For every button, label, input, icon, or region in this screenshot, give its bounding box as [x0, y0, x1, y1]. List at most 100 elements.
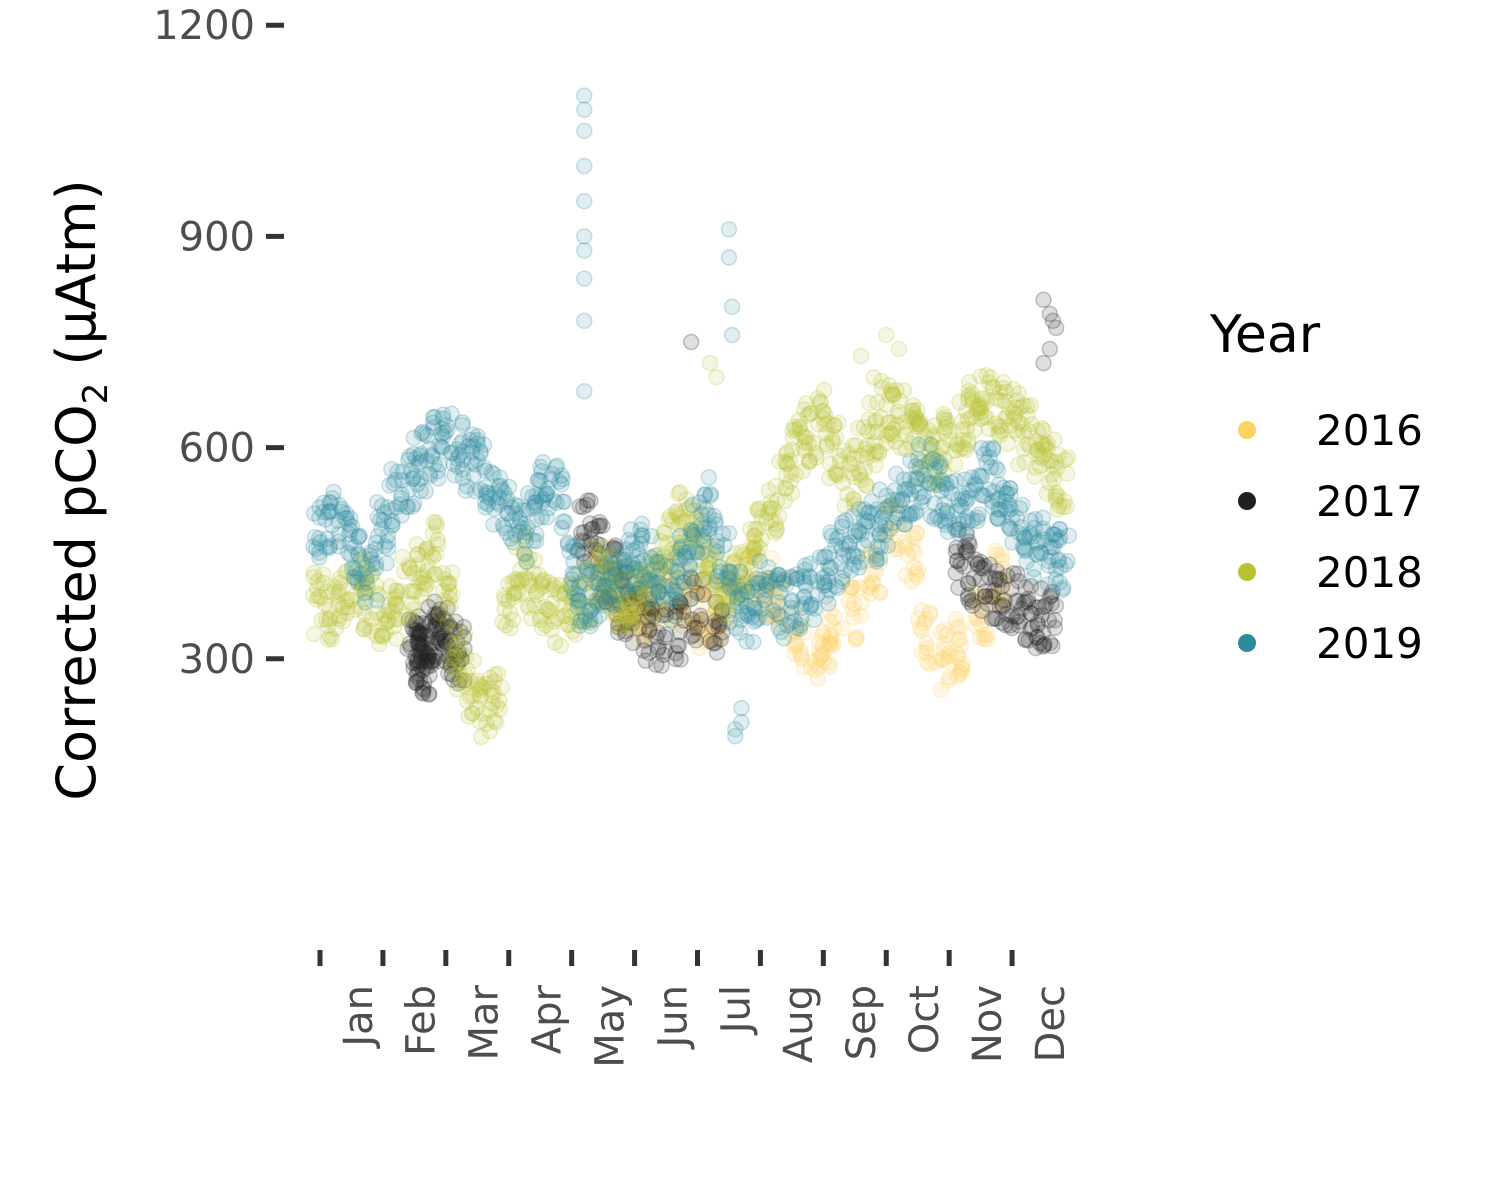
data-point: [533, 575, 550, 592]
data-point: [442, 619, 460, 637]
data-point: [627, 568, 645, 586]
data-point: [1023, 605, 1040, 622]
data-point: [445, 648, 462, 665]
data-point: [444, 634, 461, 652]
data-point: [379, 611, 396, 629]
data-point: [638, 590, 656, 607]
data-point: [404, 498, 421, 515]
data-point: [409, 634, 426, 651]
data-point: [675, 577, 693, 595]
data-point: [688, 587, 706, 604]
data-point: [792, 646, 809, 664]
outlier-point: [576, 192, 593, 210]
data-point: [820, 654, 838, 672]
data-point: [355, 549, 373, 566]
data-point: [681, 527, 699, 545]
outlier-point: [723, 298, 741, 316]
data-point: [656, 524, 673, 542]
data-point: [411, 623, 429, 641]
data-point: [618, 564, 635, 581]
data-point: [632, 587, 650, 605]
data-point: [595, 558, 612, 576]
data-point: [760, 572, 777, 589]
data-point: [559, 616, 576, 634]
data-point: [706, 576, 724, 593]
data-point: [986, 581, 1003, 599]
data-point: [460, 708, 477, 725]
data-point: [685, 502, 703, 519]
outlier-point: [1041, 340, 1059, 358]
data-point: [448, 641, 466, 659]
data-point: [707, 593, 725, 611]
data-point: [664, 540, 681, 558]
data-point: [913, 622, 930, 639]
data-point: [421, 465, 438, 483]
data-point: [1002, 486, 1019, 503]
data-point: [450, 657, 467, 675]
data-point: [342, 591, 360, 609]
data-point: [663, 578, 680, 596]
outlier-point: [852, 347, 870, 365]
data-point: [624, 610, 641, 627]
data-point: [371, 635, 388, 653]
data-point: [364, 566, 381, 583]
data-point: [725, 586, 743, 603]
data-point: [613, 589, 631, 607]
data-point: [442, 657, 459, 675]
data-point: [858, 552, 876, 569]
data-point: [949, 649, 967, 666]
data-point: [613, 608, 630, 626]
data-point: [862, 543, 880, 560]
data-point: [635, 627, 652, 645]
data-point: [605, 565, 622, 583]
data-point: [590, 566, 608, 584]
data-point: [1035, 598, 1053, 616]
data-point: [890, 520, 907, 537]
data-point: [973, 602, 991, 619]
data-point: [353, 575, 371, 593]
data-point: [934, 650, 952, 668]
data-point: [404, 612, 421, 629]
data-point: [553, 519, 571, 537]
data-point: [666, 608, 684, 625]
data-point: [357, 590, 375, 607]
data-point: [439, 619, 457, 636]
data-point: [701, 572, 719, 590]
x-tick-label: Dec: [1028, 985, 1074, 1062]
data-point: [952, 555, 969, 573]
data-point: [326, 578, 343, 596]
data-point: [688, 614, 705, 631]
data-point: [573, 599, 590, 616]
data-point: [597, 558, 614, 575]
data-point: [612, 608, 630, 626]
data-point: [497, 617, 514, 634]
data-point: [404, 619, 421, 637]
data-point: [978, 631, 996, 648]
data-point: [636, 632, 653, 649]
data-point: [764, 576, 782, 593]
data-point: [607, 589, 624, 606]
data-point: [634, 579, 651, 596]
data-point: [767, 609, 784, 627]
data-point: [533, 508, 550, 526]
data-point: [918, 639, 936, 657]
data-point: [648, 576, 665, 593]
data-point: [613, 555, 630, 573]
data-point: [620, 609, 637, 627]
data-point: [669, 506, 687, 524]
data-point: [975, 594, 992, 611]
outlier-point: [865, 368, 882, 386]
data-point: [444, 651, 462, 669]
data-point: [675, 568, 692, 585]
data-point: [671, 509, 689, 526]
data-point: [310, 588, 328, 606]
data-point: [848, 629, 865, 646]
data-point: [485, 684, 503, 701]
data-point: [947, 610, 965, 628]
x-tick-label: May: [587, 985, 633, 1068]
data-point: [635, 619, 652, 637]
data-point: [714, 606, 731, 624]
data-point: [408, 615, 426, 632]
data-point: [810, 634, 828, 651]
